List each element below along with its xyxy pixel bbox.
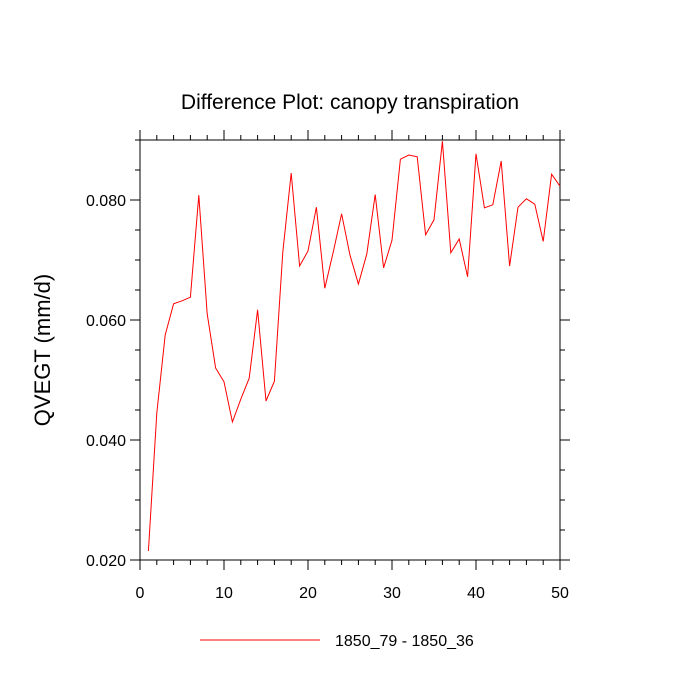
x-tick-label: 0 bbox=[136, 585, 145, 602]
axis-tick-labels: 0 10 20 30 40 50 0.020 0.040 0.060 0.080 bbox=[86, 193, 569, 602]
series-group bbox=[147, 141, 561, 552]
series-line bbox=[147, 141, 561, 552]
chart-title: Difference Plot: canopy transpiration bbox=[181, 91, 519, 114]
x-tick-label: 30 bbox=[383, 585, 401, 602]
plot-frame bbox=[139, 139, 561, 561]
y-axis-label: QVEGT (mm/d) bbox=[30, 274, 55, 426]
legend-label: 1850_79 - 1850_36 bbox=[335, 633, 474, 650]
y-tick-label: 0.060 bbox=[86, 313, 126, 330]
y-tick-label: 0.080 bbox=[86, 193, 126, 210]
x-tick-label: 40 bbox=[467, 585, 485, 602]
x-tick-label: 10 bbox=[215, 585, 233, 602]
y-tick-label: 0.040 bbox=[86, 433, 126, 450]
x-tick-label: 20 bbox=[299, 585, 317, 602]
x-tick-label: 50 bbox=[551, 585, 569, 602]
y-tick-label: 0.020 bbox=[86, 553, 126, 570]
axis-ticks bbox=[130, 130, 570, 570]
legend: 1850_79 - 1850_36 bbox=[200, 633, 474, 650]
